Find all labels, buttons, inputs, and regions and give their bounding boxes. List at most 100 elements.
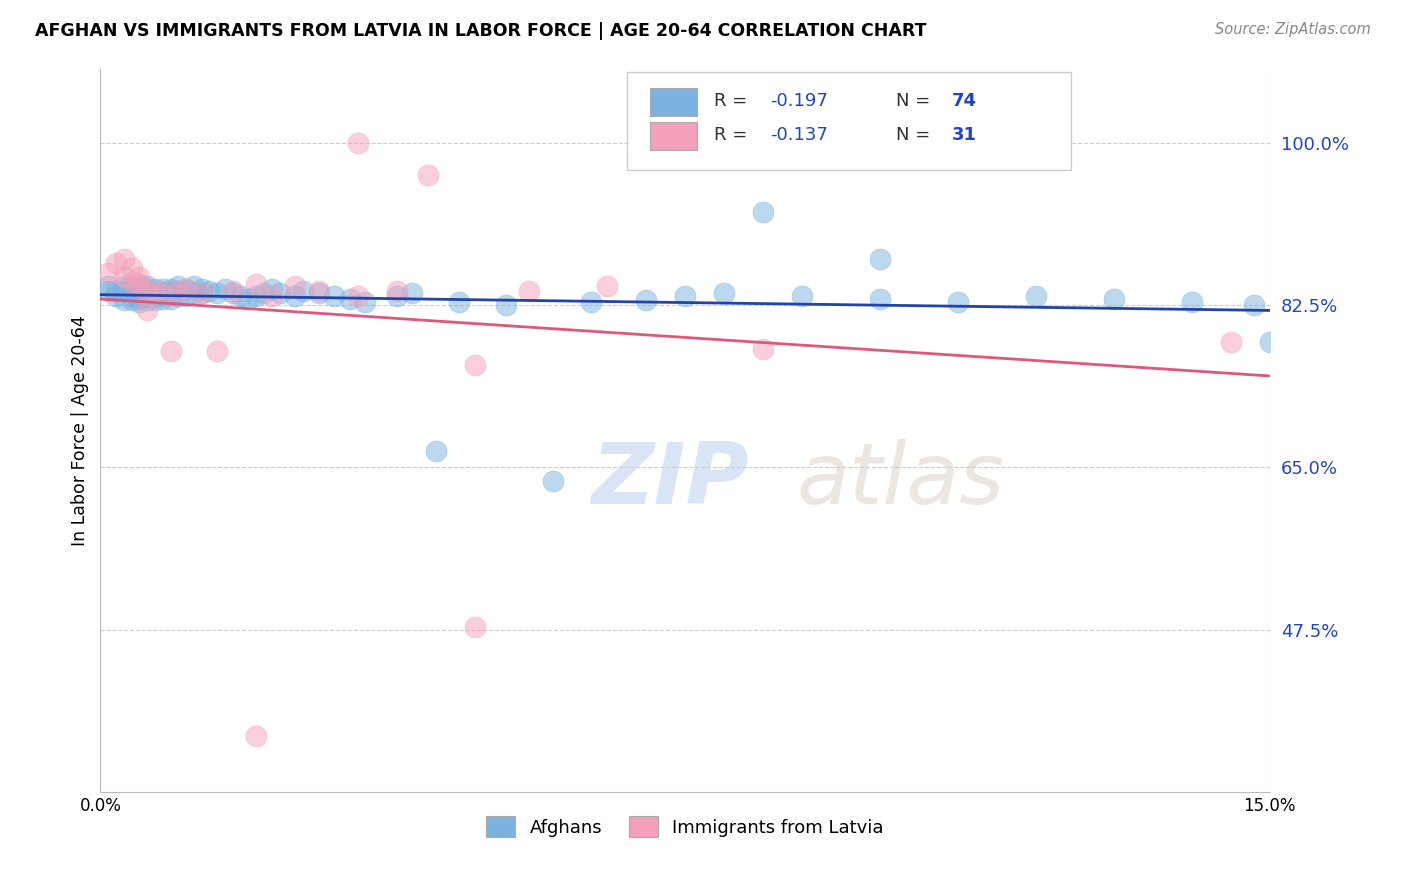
Point xyxy=(112,270,135,285)
Point xyxy=(229,289,252,303)
Point xyxy=(128,295,150,310)
Point xyxy=(245,277,267,291)
Text: N =: N = xyxy=(896,93,935,111)
Point xyxy=(581,295,603,310)
Point xyxy=(136,289,159,303)
Y-axis label: In Labor Force | Age 20-64: In Labor Force | Age 20-64 xyxy=(72,315,89,546)
Point xyxy=(222,285,245,300)
Point xyxy=(143,289,166,303)
Point xyxy=(260,282,283,296)
Point xyxy=(167,289,190,303)
Point xyxy=(121,275,143,289)
Text: 74: 74 xyxy=(952,93,977,111)
Legend: Afghans, Immigrants from Latvia: Afghans, Immigrants from Latvia xyxy=(479,809,891,845)
Point xyxy=(190,282,212,296)
Point xyxy=(136,284,159,298)
Point xyxy=(143,282,166,296)
Point xyxy=(128,282,150,296)
Text: Source: ZipAtlas.com: Source: ZipAtlas.com xyxy=(1215,22,1371,37)
FancyBboxPatch shape xyxy=(650,88,697,116)
Point xyxy=(346,289,368,303)
Point xyxy=(167,284,190,298)
Point xyxy=(245,289,267,303)
Point xyxy=(517,284,540,298)
Point xyxy=(128,270,150,285)
Text: -0.197: -0.197 xyxy=(770,93,828,111)
Point xyxy=(673,289,696,303)
Point xyxy=(143,285,166,300)
Point xyxy=(167,279,190,293)
Point xyxy=(152,285,174,300)
Point xyxy=(128,277,150,291)
Point xyxy=(104,256,127,270)
Point xyxy=(260,289,283,303)
Point xyxy=(136,284,159,298)
Point xyxy=(1258,335,1281,350)
Point xyxy=(136,293,159,308)
Point xyxy=(112,284,135,298)
Point xyxy=(136,279,159,293)
Point xyxy=(121,260,143,275)
Point xyxy=(174,282,197,296)
Point xyxy=(495,298,517,312)
Point xyxy=(121,289,143,303)
Point xyxy=(214,282,236,296)
Point xyxy=(752,205,775,219)
Point xyxy=(152,292,174,306)
Point xyxy=(1219,335,1241,350)
Text: R =: R = xyxy=(714,93,754,111)
Point xyxy=(1181,295,1204,310)
Point xyxy=(596,279,619,293)
Point xyxy=(269,285,291,300)
Point xyxy=(385,284,408,298)
Text: R =: R = xyxy=(714,127,754,145)
Point xyxy=(159,285,181,300)
Point xyxy=(634,293,657,308)
Point xyxy=(159,292,181,306)
Point xyxy=(238,292,260,306)
Point xyxy=(946,295,969,310)
Text: ZIP: ZIP xyxy=(592,440,749,523)
Point xyxy=(152,285,174,300)
Point xyxy=(97,284,120,298)
Point xyxy=(167,284,190,298)
Point xyxy=(464,620,486,634)
Point xyxy=(128,285,150,300)
Point xyxy=(128,277,150,291)
Point xyxy=(159,282,181,296)
Point xyxy=(541,475,564,489)
Point xyxy=(183,279,205,293)
Point xyxy=(128,292,150,306)
Text: atlas: atlas xyxy=(796,440,1004,523)
Point xyxy=(190,285,212,300)
Text: N =: N = xyxy=(896,127,935,145)
Point xyxy=(713,285,735,300)
Point xyxy=(152,282,174,296)
Point xyxy=(207,344,229,359)
Point xyxy=(869,252,891,266)
Point xyxy=(190,285,212,300)
Point xyxy=(136,282,159,296)
Point xyxy=(136,302,159,317)
Point xyxy=(323,289,346,303)
Point xyxy=(339,292,361,306)
Point xyxy=(104,284,127,298)
Point xyxy=(284,279,307,293)
Point xyxy=(416,168,439,182)
FancyBboxPatch shape xyxy=(650,122,697,150)
Point xyxy=(112,293,135,308)
Point xyxy=(104,289,127,303)
Point xyxy=(121,284,143,298)
Point xyxy=(121,279,143,293)
Point xyxy=(752,342,775,356)
Point xyxy=(284,289,307,303)
Point xyxy=(245,729,267,743)
Point xyxy=(97,279,120,293)
Point xyxy=(198,284,221,298)
Point xyxy=(183,285,205,300)
Point xyxy=(1243,298,1265,312)
Point xyxy=(112,252,135,266)
Point xyxy=(112,279,135,293)
Point xyxy=(1025,289,1047,303)
Text: -0.137: -0.137 xyxy=(770,127,828,145)
